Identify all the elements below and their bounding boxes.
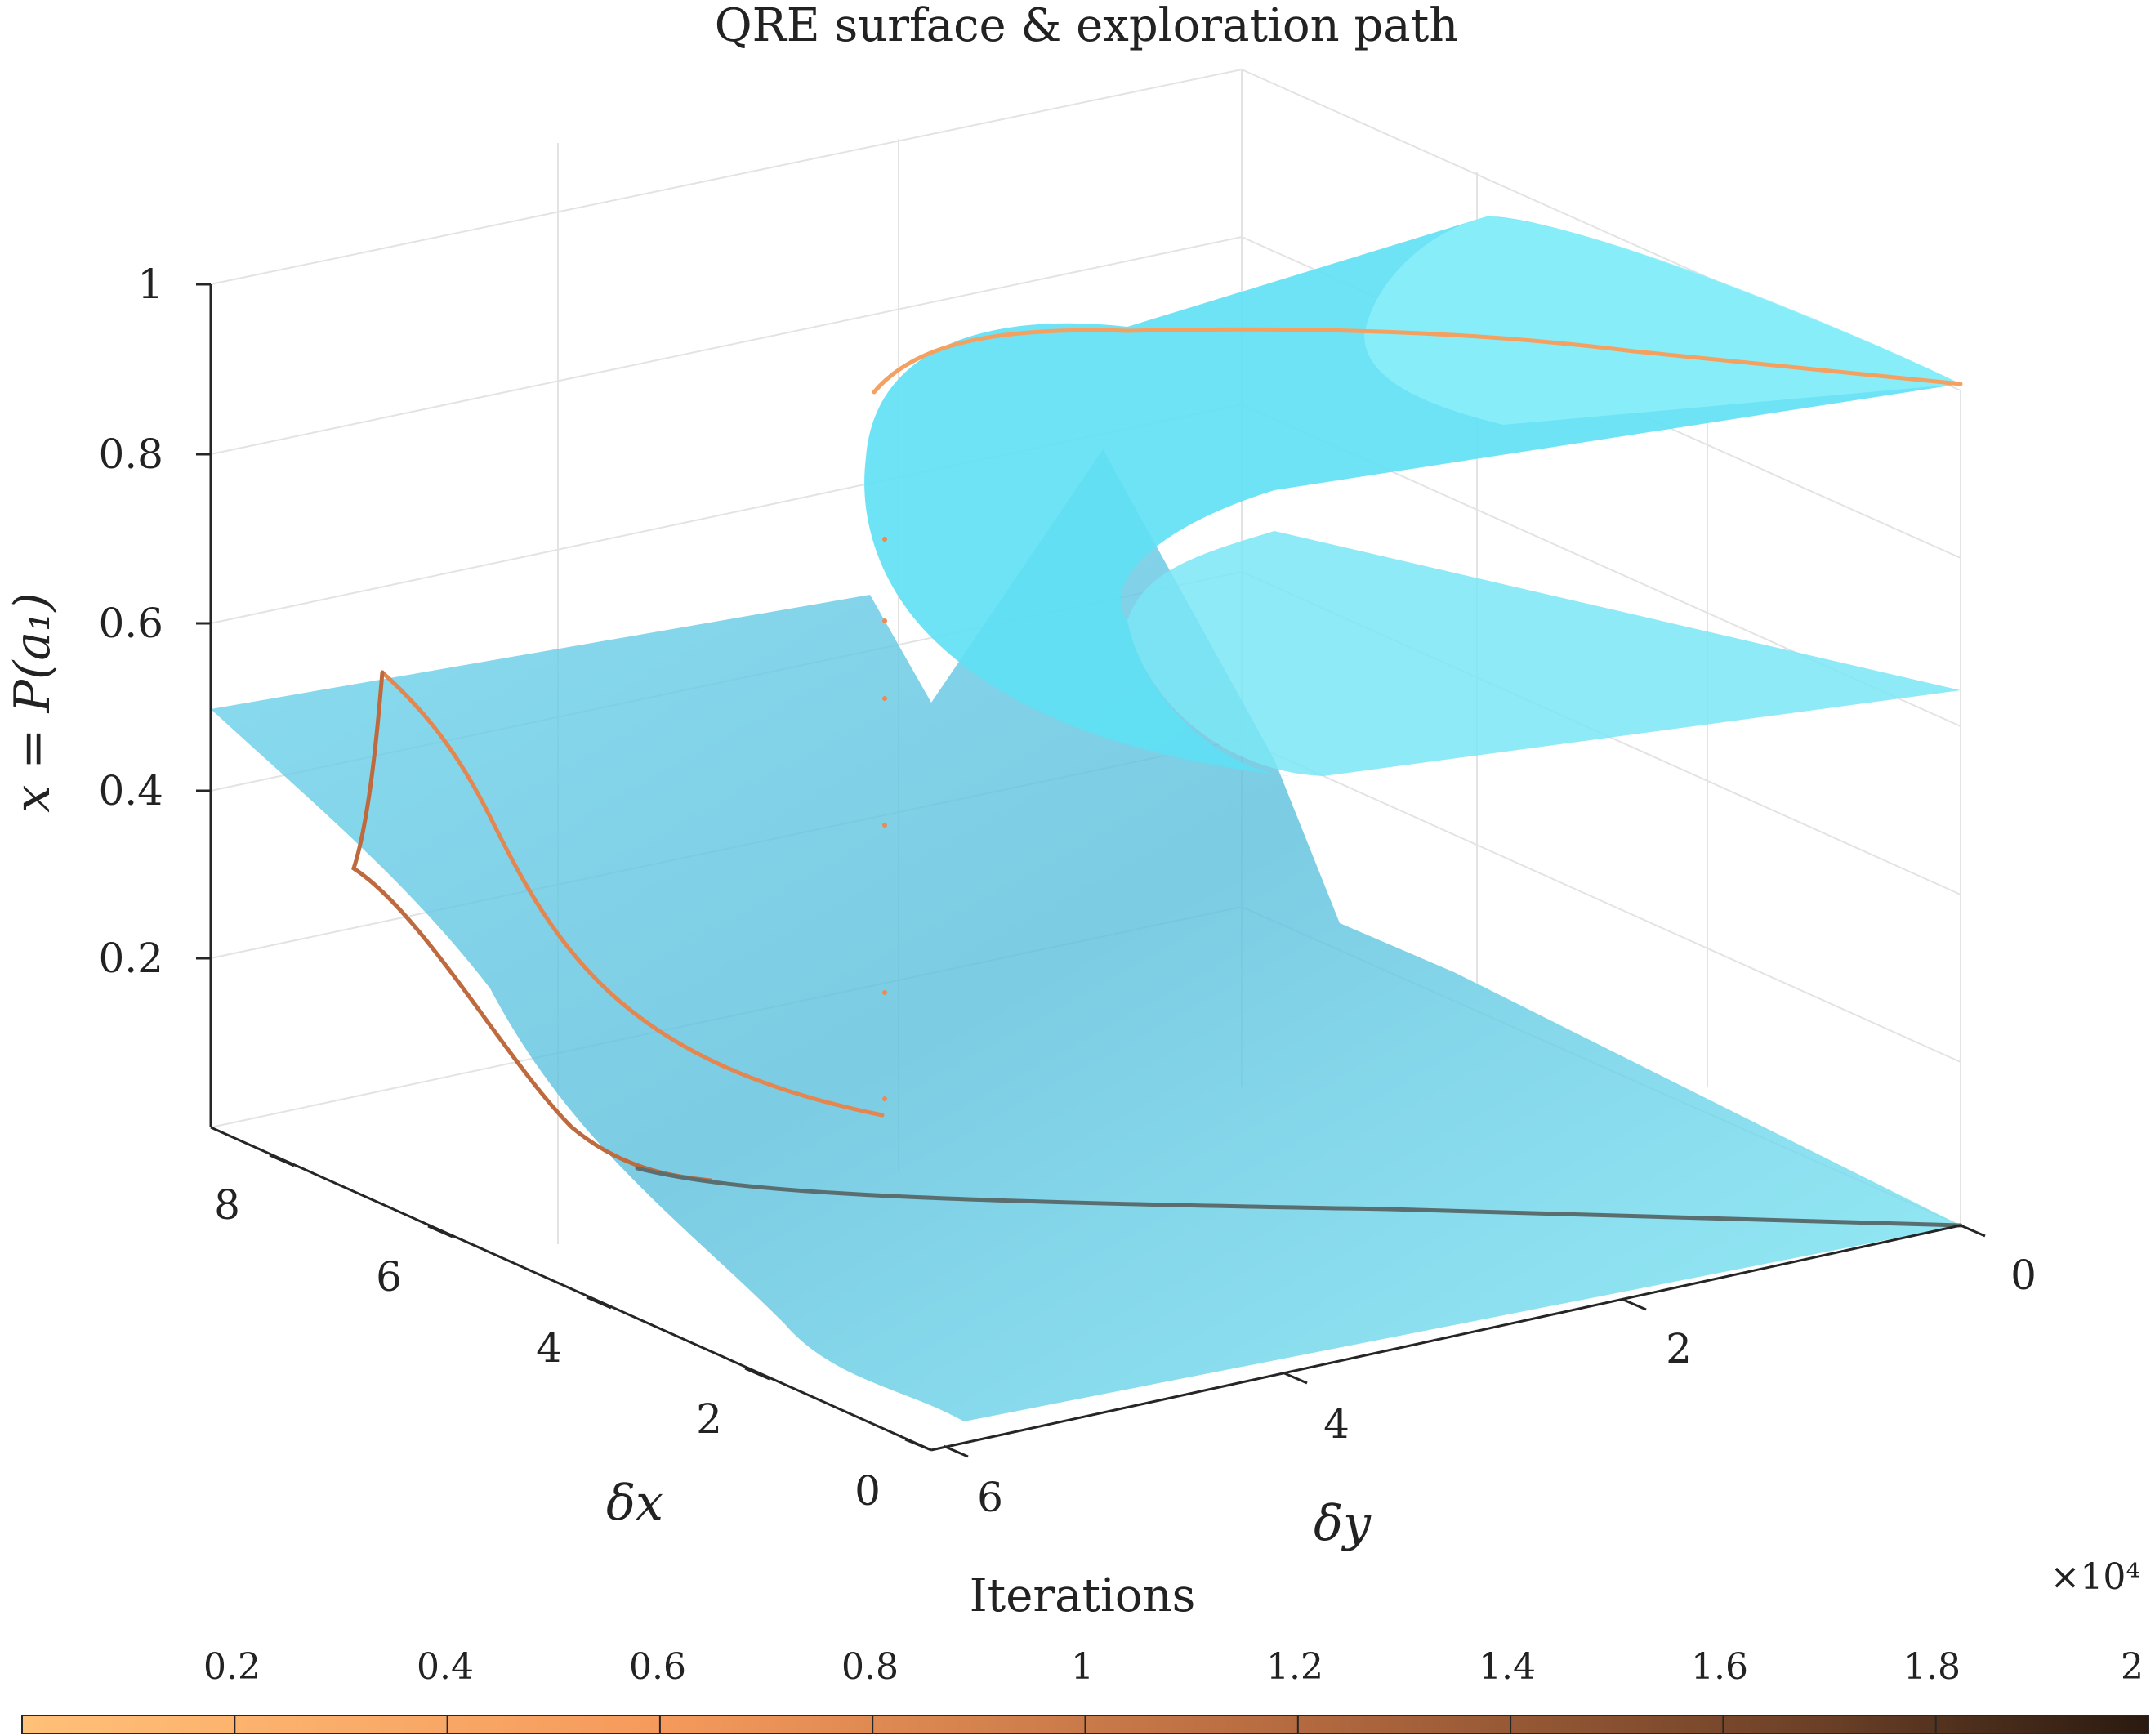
z-axis-ticks <box>196 283 211 960</box>
z-tick-label: 0.8 <box>98 431 163 478</box>
z-tick-label: 0.6 <box>98 600 163 647</box>
colorbar-ticks <box>234 1716 2149 1734</box>
delta-x-axis-label: δx <box>606 1475 663 1532</box>
z-tick-label: 0.2 <box>98 935 163 982</box>
delta-y-tick-label: 6 <box>977 1474 1003 1521</box>
surface-middle-sheet <box>1127 531 1961 776</box>
colorbar-label: Iterations <box>970 1569 1196 1622</box>
path-upper-branch <box>872 327 1963 395</box>
delta-y-axis-label: δy <box>1314 1495 1372 1552</box>
colorbar-tick-labels: 0.2 0.4 0.6 0.8 1 1.2 1.4 1.6 1.8 2 <box>203 1646 2144 1688</box>
z-axis-label: x = P(a₁) <box>4 592 61 812</box>
colorbar-tick-label: 1.6 <box>1691 1646 1748 1688</box>
colorbar-tick-label: 0.6 <box>629 1646 686 1688</box>
z-tick-label: 0.4 <box>98 767 163 814</box>
exploration-path <box>351 327 1963 1228</box>
delta-x-axis-line <box>210 1126 932 1452</box>
colorbar-tick-label: 0.2 <box>203 1646 261 1688</box>
colorbar-tick-label: 0.8 <box>841 1646 899 1688</box>
delta-y-axis-line <box>930 1224 1961 1452</box>
z-tick-label: 1 <box>137 261 163 308</box>
delta-y-tick-label: 4 <box>1323 1400 1350 1448</box>
delta-y-tick-label: 2 <box>1666 1325 1692 1372</box>
colorbar-tick-label: 1 <box>1071 1646 1094 1688</box>
path-sample-dots <box>882 537 887 1101</box>
z-axis-tick-labels: 0.2 0.4 0.6 0.8 1 <box>98 261 163 982</box>
path-lower-branch <box>351 670 713 1183</box>
delta-y-tick-label: 0 <box>2010 1252 2037 1299</box>
path-middle-branch <box>380 670 885 1118</box>
surface-upper-cap <box>1364 216 1961 425</box>
colorbar-tick-label: 2 <box>2121 1646 2144 1688</box>
axis-lines <box>209 284 1961 1452</box>
delta-x-tick-label: 2 <box>696 1395 722 1443</box>
chart-title: QRE surface & exploration path <box>715 0 1459 52</box>
colorbar-tick-label: 1.2 <box>1266 1646 1323 1688</box>
delta-x-tick-label: 4 <box>536 1324 562 1372</box>
colorbar: Iterations ×10⁴ 0.2 0.4 0.6 0.8 1 1.2 1.… <box>21 1556 2149 1734</box>
delta-x-tick-label: 8 <box>214 1181 240 1229</box>
colorbar-tick-label: 1.4 <box>1479 1646 1536 1688</box>
colorbar-multiplier: ×10⁴ <box>2050 1556 2141 1598</box>
surface-lower-sheet <box>211 449 1961 1421</box>
delta-x-tick-labels: 0 2 4 6 8 <box>214 1181 881 1515</box>
path-tail <box>635 1166 1963 1228</box>
qre-surface <box>211 216 1961 1421</box>
delta-x-tick-label: 6 <box>376 1253 402 1301</box>
delta-y-axis-ticks <box>943 1224 1986 1458</box>
colorbar-tick-label: 1.8 <box>1903 1646 1961 1688</box>
delta-x-axis-ticks <box>269 1154 932 1452</box>
delta-y-tick-labels: 0 2 4 6 <box>977 1252 2037 1521</box>
delta-x-tick-label: 0 <box>854 1467 881 1515</box>
colorbar-tick-label: 0.4 <box>417 1646 474 1688</box>
